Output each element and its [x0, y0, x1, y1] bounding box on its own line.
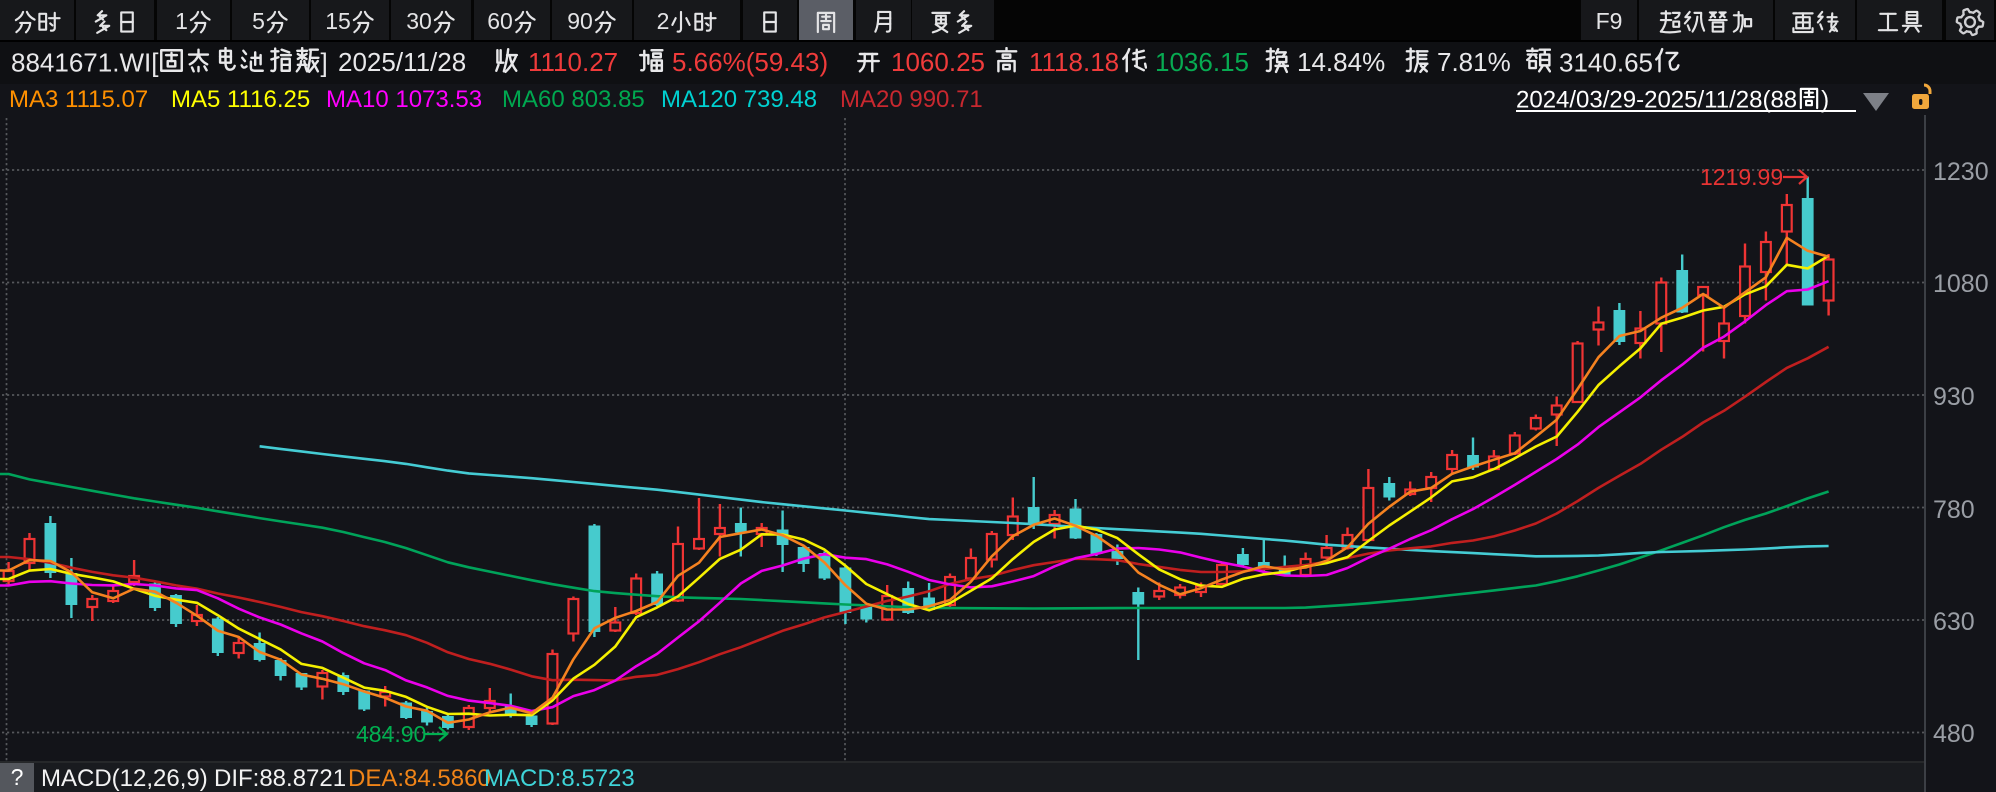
svg-text:484.90: 484.90	[356, 721, 426, 747]
svg-text:1219.99: 1219.99	[1700, 164, 1783, 190]
